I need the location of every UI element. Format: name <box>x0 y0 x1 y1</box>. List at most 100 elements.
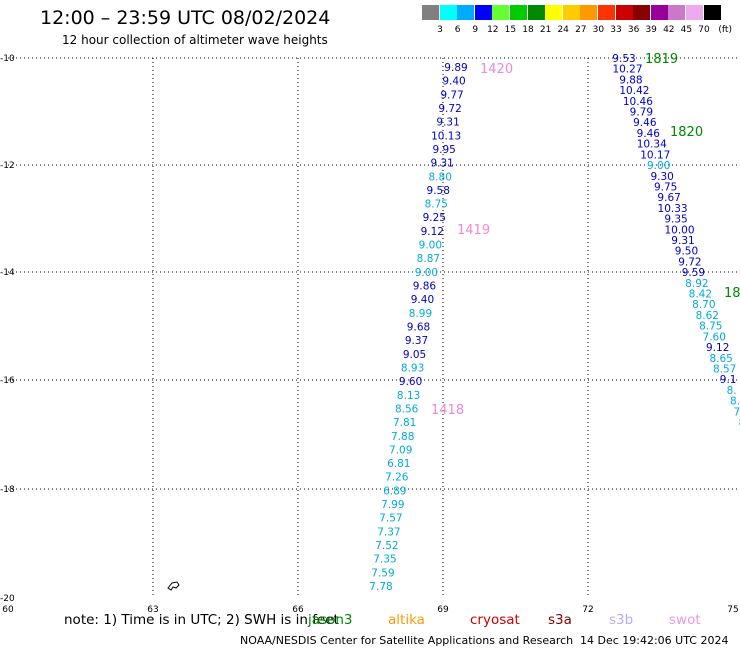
track-left-value: 9.95 <box>432 144 455 156</box>
legend-swatch <box>439 5 457 20</box>
track-left-value: 8.56 <box>395 403 419 415</box>
track-left-value: 9.86 <box>413 281 437 293</box>
track-right-value: 10.42 <box>619 85 649 97</box>
legend-label: 24 <box>557 25 569 35</box>
y-tick-label: -18 <box>0 485 15 495</box>
track-left-value: 7.59 <box>371 567 394 579</box>
track-right-value: 8.62 <box>696 310 719 322</box>
track-left-value: 6.89 <box>383 485 406 497</box>
track-right-value: 10.17 <box>640 149 670 161</box>
legend-swatch <box>527 5 545 20</box>
track-right-value: 10.46 <box>623 96 653 108</box>
legend-unit: (ft) <box>718 25 732 35</box>
track-left-value: 9.68 <box>407 322 430 334</box>
legend-swatch <box>422 5 439 20</box>
track-right-value: 8.70 <box>692 299 715 311</box>
time-label: 1819 <box>645 52 678 67</box>
legend-label: 15 <box>504 25 517 35</box>
x-tick-label: 69 <box>437 605 449 615</box>
satellite-jason3: jason3 <box>308 612 353 628</box>
track-right-value: 8.42 <box>689 289 712 301</box>
track-right-value: 9.53 <box>612 53 635 65</box>
y-tick-label: -10 <box>0 54 15 64</box>
time-label: 1418 <box>431 403 464 418</box>
grid-lines <box>8 57 740 598</box>
legend-swatch <box>510 5 527 20</box>
satellite-s3b: s3b <box>609 612 634 628</box>
legend-label: 3 <box>437 25 443 35</box>
track-right-value: 8.57 <box>713 363 736 375</box>
track-left-value: 9.25 <box>423 212 446 224</box>
legend-label: 21 <box>539 25 552 35</box>
legend-swatch <box>545 5 563 20</box>
track-left-value: 9.12 <box>421 226 444 238</box>
track-right-value: 8.92 <box>685 278 708 290</box>
track-right-value: 7. <box>734 406 740 418</box>
track-right-value: 9.50 <box>675 246 698 258</box>
track-left-value: 9.37 <box>405 335 428 347</box>
legend-label: 42 <box>663 25 675 35</box>
legend-label: 70 <box>698 25 710 35</box>
legend-label: 6 <box>454 25 461 35</box>
legend-swatch <box>580 5 598 20</box>
track-left-value: 7.57 <box>379 513 402 525</box>
legend-label: 30 <box>592 25 605 35</box>
track-right-value: 9.72 <box>678 256 701 268</box>
track-left-value: 7.78 <box>369 581 392 593</box>
track-right-value: 9.35 <box>664 214 687 226</box>
legend-label: 39 <box>645 25 657 35</box>
note-text: note: 1) Time is in UTC; 2) SWH is in fe… <box>64 612 339 628</box>
track-left: 9.899.409.779.729.3110.139.959.318.809.5… <box>369 62 467 593</box>
time-label: 1420 <box>480 62 513 77</box>
footer-credit: NOAA/NESDIS Center for Satellite Applica… <box>240 634 574 647</box>
track-right-value: 8.75 <box>699 321 722 333</box>
x-tick-label: 75 <box>727 605 738 615</box>
track-right-value: 9.88 <box>619 74 642 86</box>
y-tick-label: -14 <box>0 268 15 278</box>
track-left-value: 8.99 <box>409 308 432 320</box>
legend-swatch <box>703 5 721 20</box>
track-left-value: 7.37 <box>377 526 400 538</box>
track-right-value: 9.30 <box>650 171 673 183</box>
track-left-value: 7.35 <box>373 554 396 566</box>
map-subtitle: 12 hour collection of altimeter wave hei… <box>62 33 328 47</box>
track-right-value: 9.46 <box>637 128 661 140</box>
legend-label: 36 <box>627 25 640 35</box>
legend-swatch <box>562 5 580 20</box>
track-left-value: 9.58 <box>427 185 450 197</box>
track-left-value: 9.00 <box>415 267 438 279</box>
legend-swatch <box>474 5 492 20</box>
island-outline <box>167 581 180 591</box>
track-right-value: 8. <box>727 385 737 397</box>
footer-timestamp: 14 Dec 19:42:06 UTC 2024 <box>580 634 729 647</box>
x-tick-label: 66 <box>292 605 304 615</box>
time-label: 1419 <box>457 223 490 238</box>
y-tick-label: -16 <box>0 376 15 386</box>
axis-ticks: 60 63 66 69 72 75 -10 -12 -14 -16 -18 -20 <box>0 54 739 615</box>
track-left-value: 9.05 <box>403 349 426 361</box>
track-left-value: 8.80 <box>429 171 452 183</box>
satellite-swot: swot <box>669 612 701 628</box>
track-right-value: 10.33 <box>658 203 688 215</box>
legend-label: 12 <box>487 25 499 35</box>
track-left-value: 7.09 <box>389 444 412 456</box>
legend-swatch <box>686 5 703 20</box>
track-left-value: 7.81 <box>393 417 416 429</box>
track-left-value: 9.89 <box>444 62 467 74</box>
track-right-value: 9.1 <box>720 374 737 386</box>
legend-swatch <box>668 5 686 20</box>
track-right-value: 10.34 <box>637 139 667 151</box>
track-left-value: 9.00 <box>419 240 442 252</box>
track-right-value: 8 <box>739 417 740 429</box>
legend-swatch <box>633 5 651 20</box>
track-right-value: 9.79 <box>630 107 653 119</box>
legend-label: 9 <box>472 25 479 35</box>
track-left-value: 9.60 <box>399 376 422 388</box>
map-title: 12:00 – 23:59 UTC 08/02/2024 <box>40 7 331 29</box>
time-label: 18 <box>724 286 740 301</box>
track-left-value: 9.40 <box>442 76 465 88</box>
track-right-value: 9.46 <box>633 117 657 129</box>
y-tick-label: -20 <box>0 594 15 604</box>
time-label: 1820 <box>670 125 703 140</box>
